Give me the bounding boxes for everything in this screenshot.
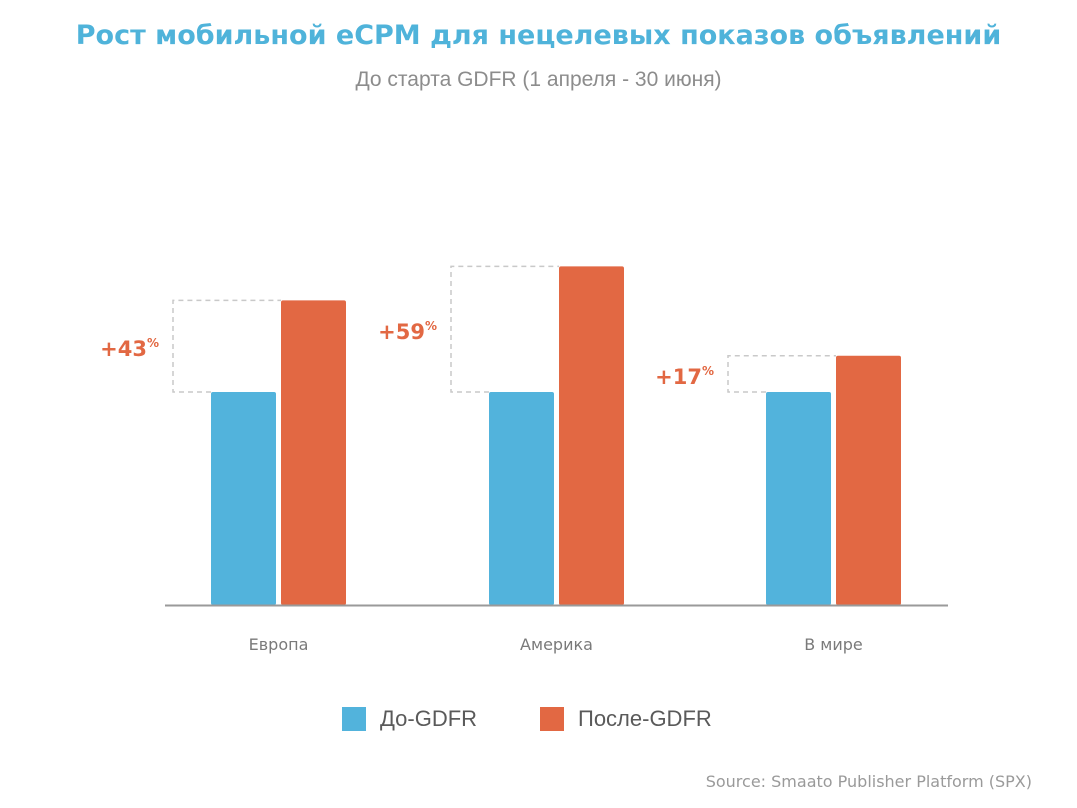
growth-label: +59% <box>378 319 437 344</box>
growth-bracket <box>450 265 559 393</box>
category-label: В мире <box>804 635 863 654</box>
legend-label-before: До-GDFR <box>380 706 478 731</box>
growth-label: +43% <box>100 336 159 361</box>
chart-title: Рост мобильной eCPM для нецелевых показо… <box>75 20 1002 51</box>
bar-after-gdfr <box>836 355 901 605</box>
bar-chart: +43% Европа +59% Америка +17% В мире <box>100 265 948 654</box>
bar-after-gdfr <box>281 300 346 605</box>
growth-bracket <box>727 355 836 393</box>
category-label: Европа <box>249 635 309 654</box>
category-label: Америка <box>520 635 593 654</box>
legend-item-after: После-GDFR <box>540 704 712 734</box>
bar-before-gdfr <box>766 392 831 605</box>
growth-bracket <box>172 299 281 393</box>
bar-before-gdfr <box>211 392 276 605</box>
bar-before-gdfr <box>489 392 554 605</box>
legend-swatch-before <box>342 707 366 731</box>
source-note: Source: Smaato Publisher Platform (SPX) <box>705 772 1032 791</box>
chart-subtitle: До старта GDFR (1 апреля - 30 июня) <box>355 68 722 91</box>
legend: До-GDFR После-GDFR <box>0 704 1077 734</box>
bar-after-gdfr <box>559 266 624 605</box>
legend-label-after: После-GDFR <box>578 706 712 731</box>
growth-label: +17% <box>655 364 714 389</box>
legend-item-before: До-GDFR <box>342 704 477 734</box>
legend-swatch-after <box>540 707 564 731</box>
